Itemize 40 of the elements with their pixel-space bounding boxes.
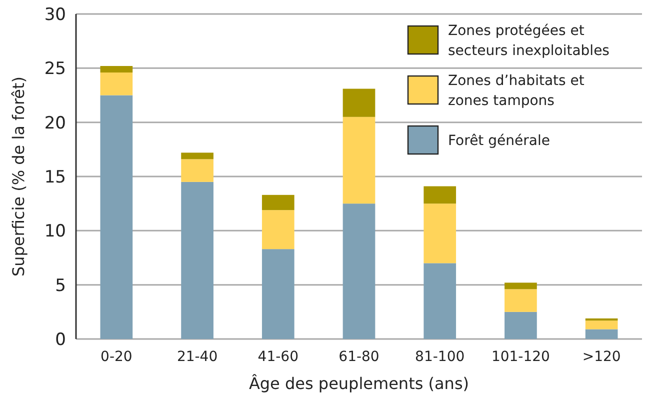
- bar: [342, 204, 376, 339]
- bar: [504, 312, 537, 339]
- bar: [342, 88, 376, 117]
- bar: [262, 194, 294, 210]
- bar: [424, 186, 456, 204]
- bar: [342, 116, 376, 204]
- bar: [100, 66, 133, 72]
- legend-label: Forêt générale: [448, 132, 550, 149]
- bar: [585, 320, 618, 330]
- x-tick-label: 61-80: [338, 349, 380, 365]
- x-tick-label: 101-120: [491, 349, 550, 365]
- y-tick-label: 5: [55, 276, 66, 296]
- x-tick-label: 41-60: [258, 349, 298, 365]
- y-tick-label: 15: [44, 167, 66, 188]
- bar: [585, 318, 618, 321]
- bar: [504, 289, 537, 312]
- x-tick-label: 0-20: [100, 349, 132, 365]
- y-tick-label: 10: [44, 222, 66, 242]
- bar: [181, 159, 214, 182]
- x-tick-label: >120: [582, 349, 621, 365]
- bar: [424, 204, 456, 264]
- y-tick-label: 30: [44, 4, 66, 25]
- bar: [585, 329, 618, 339]
- legend-label: Zones protégées et secteurs inexploitables: [448, 22, 610, 59]
- x-tick-label: 21-40: [176, 349, 218, 365]
- y-axis-title: Superficie (% de la forêt): [9, 76, 28, 277]
- x-axis-title: Âge des peuplements (ans): [248, 374, 470, 393]
- bar: [504, 282, 537, 290]
- bar: [181, 152, 214, 160]
- bar: [100, 95, 133, 339]
- y-tick-label: 0: [55, 330, 66, 350]
- bar: [262, 249, 294, 339]
- bar: [262, 210, 294, 250]
- legend-label: Zones d’habitats et zones tampons: [448, 72, 585, 109]
- y-tick-label: 25: [44, 59, 66, 80]
- bar: [181, 182, 214, 339]
- x-tick-label: 81-100: [415, 349, 465, 365]
- y-tick-label: 20: [44, 113, 66, 134]
- bar: [424, 263, 456, 339]
- bar: [100, 72, 133, 96]
